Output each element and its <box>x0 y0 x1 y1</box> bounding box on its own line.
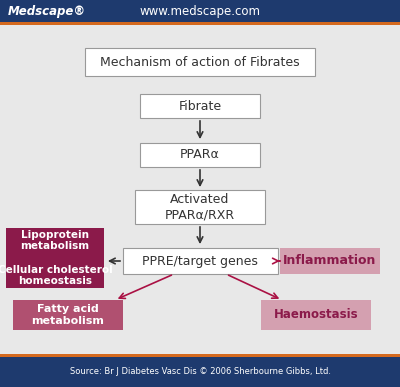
Bar <box>261 300 371 330</box>
Text: PPRE/target genes: PPRE/target genes <box>142 255 258 267</box>
Text: www.medscape.com: www.medscape.com <box>140 5 260 17</box>
Bar <box>122 248 278 274</box>
Text: Fibrate: Fibrate <box>178 99 222 113</box>
Bar <box>280 248 380 274</box>
Text: Lipoprotein
metabolism

Cellular cholesterol
homeostasis: Lipoprotein metabolism Cellular choleste… <box>0 230 112 286</box>
Bar <box>0 354 400 357</box>
Text: Haemostasis: Haemostasis <box>274 308 358 322</box>
Text: Inflammation: Inflammation <box>283 255 377 267</box>
Text: PPARα: PPARα <box>180 149 220 161</box>
Bar <box>0 22 400 25</box>
Text: Medscape®: Medscape® <box>8 5 86 17</box>
Bar <box>6 228 104 288</box>
Bar <box>0 357 400 387</box>
Bar <box>85 48 315 76</box>
Text: Fatty acid
metabolism: Fatty acid metabolism <box>32 304 104 326</box>
Text: Mechanism of action of Fibrates: Mechanism of action of Fibrates <box>100 55 300 68</box>
Bar <box>140 94 260 118</box>
Bar <box>13 300 123 330</box>
Text: Source: Br J Diabetes Vasc Dis © 2006 Sherbourne Gibbs, Ltd.: Source: Br J Diabetes Vasc Dis © 2006 Sh… <box>70 368 330 377</box>
Bar <box>140 143 260 167</box>
Bar <box>0 0 400 22</box>
Text: Activated
PPARα/RXR: Activated PPARα/RXR <box>165 193 235 221</box>
Bar <box>135 190 265 224</box>
